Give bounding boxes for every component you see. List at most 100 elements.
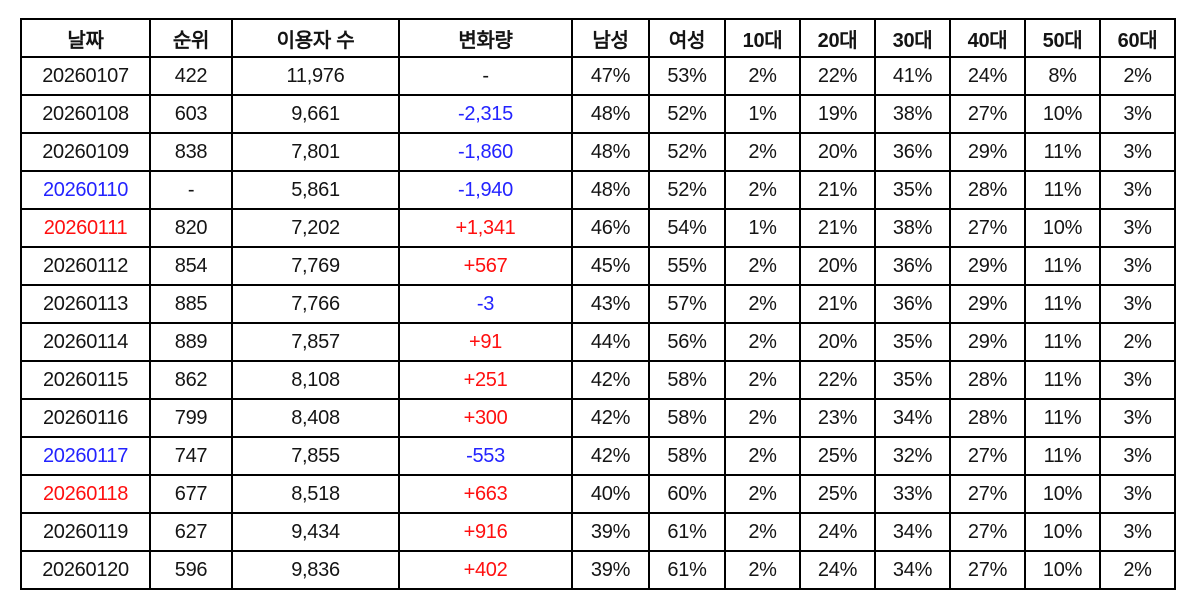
column-header: 30대	[874, 18, 951, 58]
cell-age30: 38%	[874, 208, 951, 248]
cell-male: 44%	[571, 322, 650, 362]
cell-female: 58%	[648, 436, 726, 476]
cell-age60: 2%	[1099, 550, 1176, 590]
cell-age20: 21%	[799, 284, 876, 324]
cell-age50: 8%	[1024, 56, 1101, 96]
cell-male: 47%	[571, 56, 650, 96]
cell-age20: 21%	[799, 170, 876, 210]
cell-age40: 29%	[949, 284, 1026, 324]
cell-age40: 27%	[949, 94, 1026, 134]
table-body: 20260107 422 11,976 - 47% 53% 2% 22% 41%…	[20, 56, 1176, 590]
cell-age10: 1%	[724, 208, 801, 248]
cell-age50: 11%	[1024, 132, 1101, 172]
cell-female: 58%	[648, 398, 726, 438]
cell-rank: 820	[149, 208, 233, 248]
column-header: 10대	[724, 18, 801, 58]
table-row: 20260109 838 7,801 -1,860 48% 52% 2% 20%…	[20, 132, 1176, 172]
cell-rank: 854	[149, 246, 233, 286]
cell-age40: 27%	[949, 436, 1026, 476]
cell-age50: 10%	[1024, 512, 1101, 552]
cell-change: +1,341	[398, 208, 573, 248]
cell-age50: 11%	[1024, 436, 1101, 476]
cell-age40: 27%	[949, 550, 1026, 590]
cell-age20: 20%	[799, 322, 876, 362]
table-row: 20260111 820 7,202 +1,341 46% 54% 1% 21%…	[20, 208, 1176, 248]
cell-rank: 677	[149, 474, 233, 514]
table-row: 20260118 677 8,518 +663 40% 60% 2% 25% 3…	[20, 474, 1176, 514]
cell-rank: 603	[149, 94, 233, 134]
cell-change: +402	[398, 550, 573, 590]
cell-male: 39%	[571, 512, 650, 552]
cell-rank: -	[149, 170, 233, 210]
cell-date: 20260118	[20, 474, 151, 514]
cell-change: -	[398, 56, 573, 96]
cell-rank: 747	[149, 436, 233, 476]
cell-users: 7,769	[231, 246, 400, 286]
table-row: 20260116 799 8,408 +300 42% 58% 2% 23% 3…	[20, 398, 1176, 438]
cell-date: 20260110	[20, 170, 151, 210]
cell-age20: 24%	[799, 550, 876, 590]
column-header: 60대	[1099, 18, 1176, 58]
cell-age60: 3%	[1099, 246, 1176, 286]
cell-age20: 22%	[799, 360, 876, 400]
table-row: 20260113 885 7,766 -3 43% 57% 2% 21% 36%…	[20, 284, 1176, 324]
cell-users: 7,766	[231, 284, 400, 324]
cell-age50: 11%	[1024, 360, 1101, 400]
cell-male: 39%	[571, 550, 650, 590]
cell-date: 20260109	[20, 132, 151, 172]
cell-age40: 24%	[949, 56, 1026, 96]
cell-age20: 19%	[799, 94, 876, 134]
cell-age10: 1%	[724, 94, 801, 134]
cell-age30: 36%	[874, 284, 951, 324]
cell-age20: 25%	[799, 474, 876, 514]
table-row: 20260115 862 8,108 +251 42% 58% 2% 22% 3…	[20, 360, 1176, 400]
cell-age10: 2%	[724, 360, 801, 400]
column-header: 변화량	[398, 18, 573, 58]
cell-male: 48%	[571, 132, 650, 172]
cell-date: 20260116	[20, 398, 151, 438]
cell-female: 57%	[648, 284, 726, 324]
cell-male: 48%	[571, 170, 650, 210]
cell-users: 7,202	[231, 208, 400, 248]
cell-age30: 35%	[874, 322, 951, 362]
cell-female: 61%	[648, 550, 726, 590]
daily-user-stats-table: 날짜 순위 이용자 수 변화량 남성 여성 10대 20대 30대 40대 50대 60대 20260…	[20, 18, 1176, 590]
cell-female: 61%	[648, 512, 726, 552]
cell-male: 42%	[571, 360, 650, 400]
cell-age50: 10%	[1024, 94, 1101, 134]
header-row: 날짜 순위 이용자 수 변화량 남성 여성 10대 20대 30대 40대 50대 60대	[20, 18, 1176, 58]
cell-change: -1,860	[398, 132, 573, 172]
cell-age20: 22%	[799, 56, 876, 96]
cell-age50: 10%	[1024, 474, 1101, 514]
cell-change: +916	[398, 512, 573, 552]
cell-age50: 11%	[1024, 170, 1101, 210]
cell-female: 54%	[648, 208, 726, 248]
cell-change: -1,940	[398, 170, 573, 210]
cell-age50: 10%	[1024, 208, 1101, 248]
cell-age20: 21%	[799, 208, 876, 248]
cell-rank: 838	[149, 132, 233, 172]
cell-rank: 889	[149, 322, 233, 362]
cell-date: 20260113	[20, 284, 151, 324]
cell-change: -2,315	[398, 94, 573, 134]
cell-female: 58%	[648, 360, 726, 400]
cell-age60: 3%	[1099, 360, 1176, 400]
table-row: 20260112 854 7,769 +567 45% 55% 2% 20% 3…	[20, 246, 1176, 286]
cell-age50: 11%	[1024, 284, 1101, 324]
table-row: 20260117 747 7,855 -553 42% 58% 2% 25% 3…	[20, 436, 1176, 476]
cell-age10: 2%	[724, 132, 801, 172]
cell-users: 8,518	[231, 474, 400, 514]
cell-male: 45%	[571, 246, 650, 286]
cell-age10: 2%	[724, 246, 801, 286]
cell-age30: 34%	[874, 550, 951, 590]
cell-users: 9,836	[231, 550, 400, 590]
column-header: 20대	[799, 18, 876, 58]
cell-rank: 862	[149, 360, 233, 400]
cell-age40: 28%	[949, 360, 1026, 400]
cell-male: 42%	[571, 398, 650, 438]
cell-rank: 799	[149, 398, 233, 438]
cell-age50: 10%	[1024, 550, 1101, 590]
cell-age30: 36%	[874, 246, 951, 286]
cell-female: 52%	[648, 94, 726, 134]
table-row: 20260120 596 9,836 +402 39% 61% 2% 24% 3…	[20, 550, 1176, 590]
